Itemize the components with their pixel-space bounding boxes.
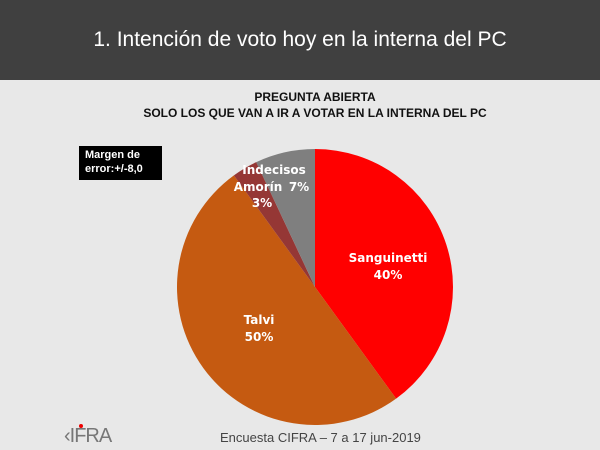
label-talvi-value: 50% [245,330,274,344]
label-sanguinetti-name: Sanguinetti [349,251,428,265]
header-bar: 1. Intención de voto hoy en la interna d… [0,0,600,80]
label-talvi-name: Talvi [244,313,275,327]
margin-line-1: Margen de [85,149,141,161]
label-sanguinetti-value: 40% [374,268,403,282]
slide-title: 1. Intención de voto hoy en la interna d… [93,28,507,51]
margin-line-2: error:+/-8,0 [85,163,143,175]
label-amorin-name: Amorín [234,180,283,194]
source-footer: Encuesta CIFRA – 7 a 17 jun-2019 [220,430,421,445]
pie-slice-indecisos [256,149,315,287]
cifra-logo: ‹IFRA [64,425,112,447]
label-amorin-value: 3% [252,196,272,210]
pie-slice-amorin [233,162,315,287]
pie-slice-sanguinetti [315,149,453,399]
label-indecisos-name: Indecisos [242,163,306,177]
logo-dot [79,424,83,428]
label-indecisos-value: 7% [289,180,309,194]
subtitle-line-2: SOLO LOS QUE VAN A IR A VOTAR EN LA INTE… [143,106,487,120]
subtitle-line-1: PREGUNTA ABIERTA [254,90,376,104]
margin-of-error-box: Margen de error:+/-8,0 [79,146,162,180]
pie-slice-talvi [177,175,397,426]
